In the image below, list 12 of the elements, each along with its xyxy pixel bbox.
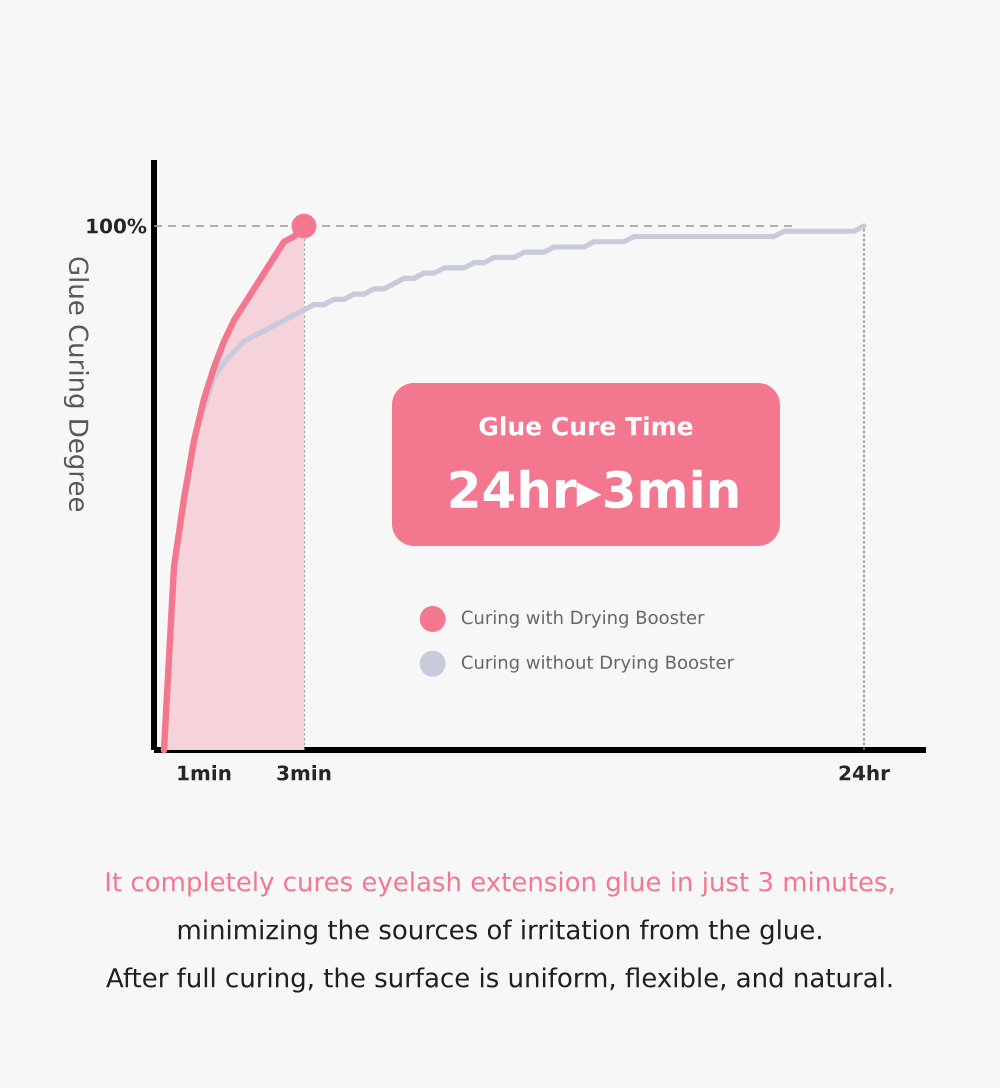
text: minimizing the sources of irritation from the glue. bbox=[178, 919, 821, 945]
legend-label: Curing without Drying Booster bbox=[461, 655, 734, 673]
annotation: Glue Cure Time bbox=[479, 416, 693, 436]
x-tick-label: 1min bbox=[178, 765, 231, 781]
text: After full curing, the surface is uniform, flexible, and natural. bbox=[106, 967, 892, 993]
ref-line-label: 100% bbox=[87, 218, 147, 234]
x-tick-label: 24hr bbox=[839, 765, 890, 781]
annotation: 24hr▸3min bbox=[450, 469, 738, 509]
y-axis-title: Glue Curing Degree bbox=[63, 257, 90, 512]
x-tick-label: 3min bbox=[277, 765, 331, 781]
legend-label: Curing with Drying Booster bbox=[461, 610, 705, 628]
text: It completely cures eyelash extension glue in just 3 minutes, bbox=[106, 871, 894, 897]
